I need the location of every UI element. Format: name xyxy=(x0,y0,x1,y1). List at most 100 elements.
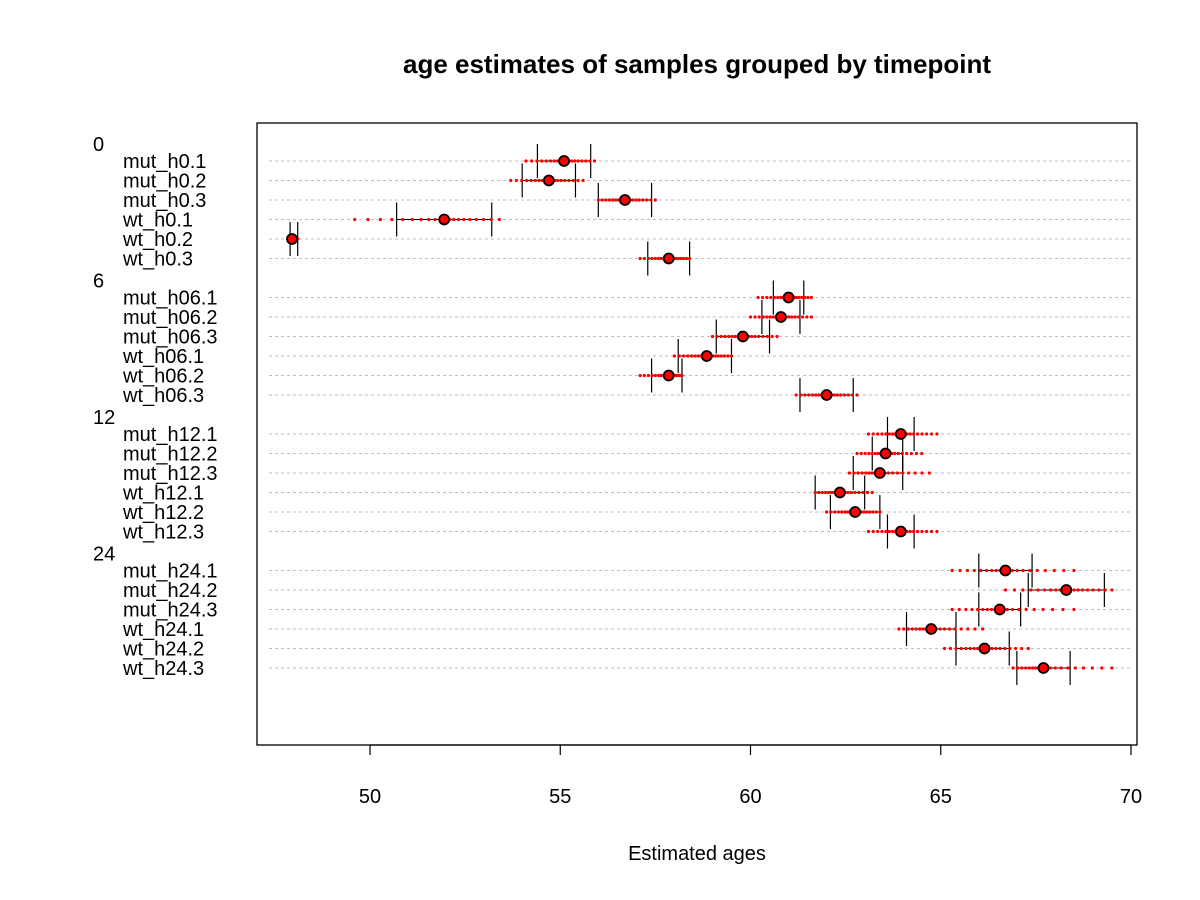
median-point xyxy=(619,194,631,206)
sample-point xyxy=(1080,588,1085,592)
sample-label: mut_h24.2 xyxy=(123,580,218,602)
sample-point xyxy=(638,256,642,261)
sample-point xyxy=(1005,607,1009,612)
sample-point xyxy=(884,529,888,534)
sample-point xyxy=(1024,607,1028,612)
sample-point xyxy=(571,178,575,183)
sample-point xyxy=(929,432,934,436)
sample-point xyxy=(1052,568,1056,573)
sample-point xyxy=(846,393,850,397)
sample-label: wt_h0.3 xyxy=(122,249,193,271)
sample-point xyxy=(865,510,869,514)
sample-point xyxy=(1062,568,1066,573)
sample-point xyxy=(452,217,456,222)
sample-point xyxy=(915,529,920,534)
sample-point xyxy=(896,451,901,456)
sample-point xyxy=(953,627,957,631)
sample-point xyxy=(544,159,548,163)
sample-point xyxy=(799,393,803,397)
sample-point xyxy=(659,373,663,378)
sample-point xyxy=(770,334,774,339)
sample-point xyxy=(1034,666,1038,670)
sample-point xyxy=(433,217,437,222)
sample-point xyxy=(1027,666,1031,670)
median-point xyxy=(700,350,713,362)
sample-point xyxy=(733,334,737,339)
sample-point xyxy=(772,295,777,300)
sample-point xyxy=(836,510,841,514)
sample-point xyxy=(829,490,833,495)
sample-label: mut_h12.2 xyxy=(123,444,218,466)
sample-point xyxy=(1021,568,1025,573)
sample-point xyxy=(613,198,618,202)
sample-point xyxy=(891,471,895,475)
interval-bars xyxy=(289,144,1105,685)
sample-point xyxy=(682,256,686,261)
sample-point xyxy=(489,217,493,222)
sample-point xyxy=(684,256,689,261)
median-point xyxy=(558,155,570,167)
sample-point xyxy=(1103,588,1107,592)
sample-point xyxy=(865,490,870,495)
sample-point xyxy=(979,568,983,573)
sample-point xyxy=(580,159,584,163)
sample-point xyxy=(1051,607,1055,612)
sample-point xyxy=(909,451,913,456)
median-point xyxy=(849,506,862,518)
sample-point xyxy=(726,354,730,358)
sample-point xyxy=(524,159,528,163)
sample-point xyxy=(581,178,585,183)
sample-point xyxy=(1008,646,1012,651)
sample-point xyxy=(563,178,567,183)
sample-point xyxy=(913,471,917,475)
sample-point xyxy=(1061,607,1065,612)
sample-point xyxy=(906,627,910,631)
sample-point xyxy=(1059,666,1063,670)
sample-point xyxy=(942,646,947,651)
x-axis-label: Estimated ages xyxy=(628,843,766,865)
sample-point xyxy=(957,607,961,612)
sample-point xyxy=(797,295,801,300)
sample-point xyxy=(1017,607,1021,612)
sample-point xyxy=(847,471,852,475)
median-point xyxy=(879,447,892,460)
sample-point xyxy=(958,568,962,573)
sample-point xyxy=(646,373,650,378)
sample-point xyxy=(793,315,797,319)
sample-point xyxy=(1020,666,1024,670)
sample-point xyxy=(715,334,719,339)
sample-point xyxy=(959,646,963,651)
sample-point xyxy=(994,568,998,573)
sample-point xyxy=(1024,666,1028,670)
sample-point xyxy=(719,354,723,358)
sample-point xyxy=(1085,588,1090,592)
sample-point xyxy=(775,334,779,339)
sample-point xyxy=(817,393,821,397)
x-tick-label: 50 xyxy=(359,786,381,808)
sample-point xyxy=(653,256,658,261)
sample-label: mut_h0.3 xyxy=(123,190,206,212)
sample-point xyxy=(761,334,765,339)
sample-point xyxy=(832,393,837,397)
median-point xyxy=(542,174,555,187)
sample-point xyxy=(950,607,954,612)
sample-point xyxy=(676,256,681,261)
sample-point xyxy=(1014,646,1018,651)
sample-point xyxy=(1049,588,1053,592)
sample-point xyxy=(1010,568,1014,573)
sample-point xyxy=(990,568,994,573)
group-label: 12 xyxy=(93,407,115,429)
sample-point xyxy=(535,159,539,163)
sample-point xyxy=(846,490,850,495)
median-point xyxy=(286,233,298,245)
sample-point xyxy=(947,627,952,631)
sample-label: mut_h24.1 xyxy=(123,561,218,583)
sample-point xyxy=(871,529,875,534)
sample-point xyxy=(693,354,697,358)
sample-point xyxy=(927,471,931,475)
group-label: 0 xyxy=(93,134,104,156)
sample-point xyxy=(573,159,577,163)
sample-point xyxy=(861,490,865,495)
sample-points xyxy=(286,155,1114,674)
sample-point xyxy=(876,432,880,436)
